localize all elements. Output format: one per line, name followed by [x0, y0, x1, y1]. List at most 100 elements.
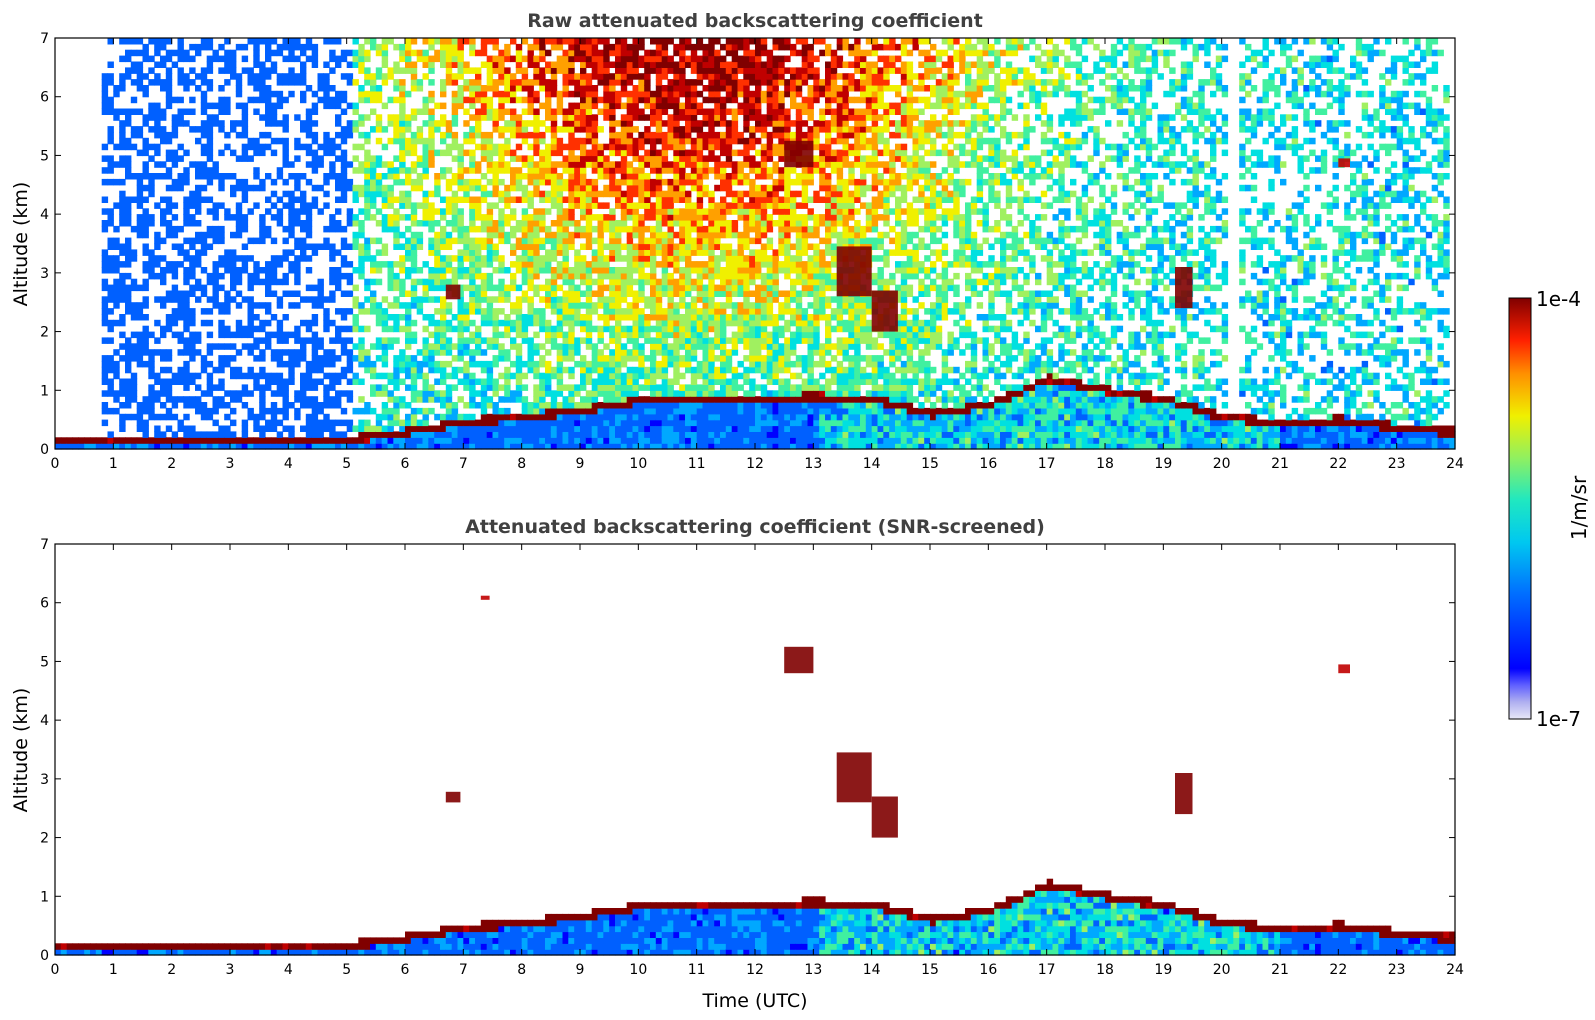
heatmap-cell — [504, 167, 511, 174]
heatmap-cell — [346, 425, 354, 432]
heatmap-cell — [364, 196, 371, 203]
heatmap-cell — [265, 290, 272, 297]
heatmap-cell — [475, 378, 482, 385]
heatmap-cell — [259, 396, 266, 403]
heatmap-cell — [381, 413, 389, 421]
heatmap-cell — [475, 202, 482, 209]
heatmap-cell — [574, 225, 581, 233]
heatmap-cell — [475, 419, 482, 427]
heatmap-cell — [428, 220, 435, 227]
heatmap-cell — [294, 355, 301, 362]
heatmap-cell — [603, 308, 610, 315]
heatmap-cell — [667, 396, 674, 403]
heatmap-cell — [615, 67, 622, 74]
heatmap-cell — [101, 196, 109, 203]
heatmap-cell — [556, 38, 564, 45]
heatmap-cell — [632, 155, 639, 162]
heatmap-cell — [580, 96, 587, 104]
heatmap-cell — [259, 143, 266, 151]
heatmap-cell — [685, 390, 692, 397]
heatmap-cell — [457, 249, 464, 256]
heatmap-cell — [399, 190, 406, 198]
heatmap-cell — [399, 437, 406, 444]
heatmap-cell — [317, 337, 324, 344]
heatmap-cell — [527, 360, 534, 368]
heatmap-cell — [154, 413, 161, 421]
heatmap-cell — [486, 167, 494, 174]
heatmap-cell — [533, 161, 540, 168]
heatmap-cell — [393, 355, 400, 362]
heatmap-cell — [597, 314, 604, 321]
heatmap-cell — [475, 437, 482, 444]
heatmap-cell — [457, 214, 464, 221]
heatmap-cell — [393, 284, 400, 292]
heatmap-cell — [160, 237, 167, 245]
heatmap-cell — [720, 108, 727, 115]
heatmap-cell — [550, 196, 558, 203]
heatmap-cell — [603, 243, 610, 250]
heatmap-cell — [550, 272, 558, 280]
heatmap-cell — [200, 120, 208, 127]
heatmap-cell — [305, 143, 313, 151]
heatmap-cell — [165, 79, 173, 86]
heatmap-cell — [410, 372, 418, 380]
heatmap-cell — [469, 49, 476, 57]
heatmap-cell — [574, 55, 581, 63]
heatmap-cell — [410, 413, 418, 421]
heatmap-cell — [346, 79, 354, 86]
heatmap-cell — [445, 325, 453, 333]
heatmap-cell — [655, 114, 663, 121]
heatmap-cell — [428, 407, 435, 415]
heatmap-cell — [702, 284, 709, 292]
heatmap-cell — [329, 372, 336, 380]
heatmap-cell — [720, 255, 727, 262]
heatmap-cell — [142, 137, 149, 145]
heatmap-cell — [387, 261, 394, 268]
heatmap-cell — [568, 407, 575, 415]
heatmap-cell — [475, 284, 482, 292]
heatmap-cell — [206, 196, 214, 203]
heatmap-cell — [492, 202, 499, 209]
heatmap-cell — [440, 61, 447, 68]
heatmap-cell — [580, 360, 587, 368]
heatmap-cell — [556, 55, 564, 63]
heatmap-cell — [562, 290, 569, 297]
heatmap-cell — [300, 343, 307, 350]
heatmap-cell — [480, 278, 488, 286]
heatmap-cell — [346, 325, 354, 333]
heatmap-cell — [609, 90, 616, 98]
heatmap-cell — [638, 261, 645, 268]
heatmap-cell — [510, 337, 517, 344]
heatmap-cell — [655, 38, 663, 45]
heatmap-cell — [317, 96, 324, 104]
heatmap-cell — [492, 425, 499, 432]
heatmap-cell — [615, 161, 622, 168]
heatmap-cell — [638, 372, 645, 380]
heatmap-cell — [708, 155, 715, 162]
heatmap-cell — [690, 202, 698, 209]
heatmap-cell — [270, 61, 278, 68]
heatmap-cell — [480, 413, 488, 421]
heatmap-cell — [585, 278, 593, 286]
heatmap-cell — [160, 267, 167, 274]
heatmap-cell — [393, 214, 400, 221]
heatmap-cell — [702, 343, 709, 350]
heatmap-cell — [247, 237, 254, 245]
heatmap-cell — [492, 319, 499, 327]
heatmap-cell — [504, 296, 511, 303]
heatmap-cell — [381, 355, 389, 362]
heatmap-cell — [498, 155, 505, 162]
heatmap-cell — [340, 314, 348, 321]
heatmap-cell — [545, 437, 552, 444]
heatmap-cell — [644, 278, 651, 286]
heatmap-cell — [667, 419, 674, 427]
heatmap-cell — [690, 102, 698, 110]
heatmap-cell — [708, 343, 715, 350]
heatmap-cell — [568, 372, 575, 380]
heatmap-cell — [632, 96, 639, 104]
heatmap-cell — [696, 261, 704, 268]
heatmap-cell — [603, 38, 610, 45]
heatmap-cell — [521, 237, 529, 245]
heatmap-cell — [189, 349, 196, 356]
heatmap-cell — [545, 225, 552, 233]
